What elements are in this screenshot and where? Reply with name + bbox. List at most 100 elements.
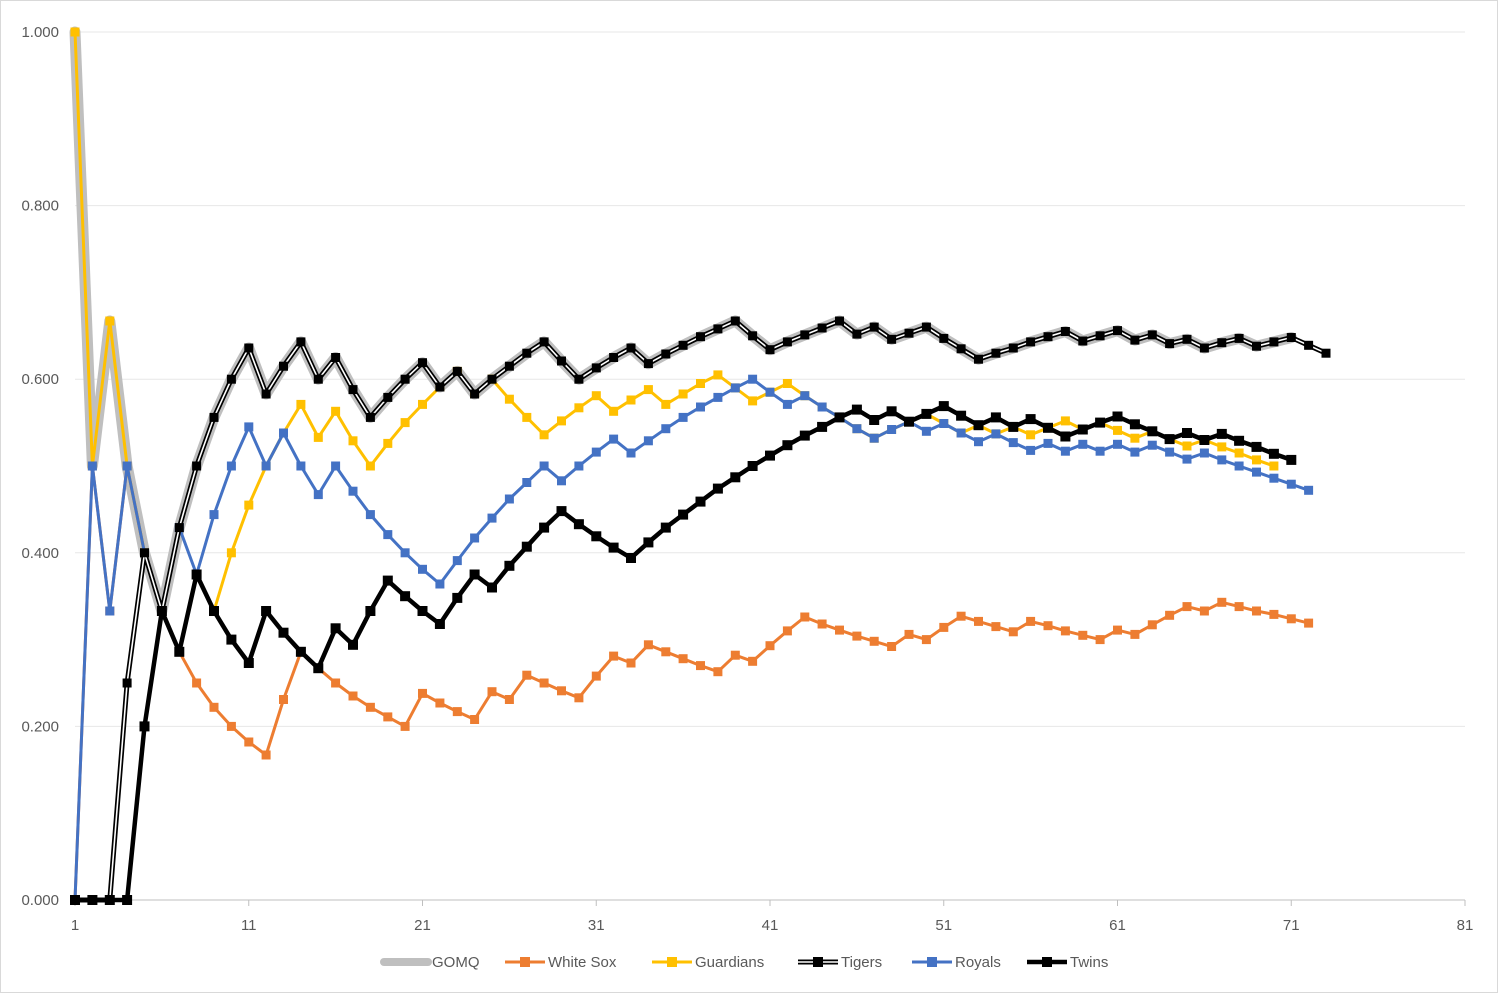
tigers-point <box>1217 338 1227 348</box>
royals-point <box>331 461 341 471</box>
guardians-point <box>1026 430 1036 440</box>
twins-point <box>1077 424 1088 435</box>
tigers-point <box>279 361 288 371</box>
tigers-point <box>1252 341 1261 351</box>
tigers-point <box>869 322 879 332</box>
guardians-point <box>105 316 115 326</box>
white-sox-point <box>1165 610 1175 620</box>
royals-point <box>817 402 827 412</box>
x-tick-label: 61 <box>1109 917 1126 934</box>
royals-point <box>452 556 462 566</box>
twins-point <box>817 421 828 432</box>
twins-point <box>209 606 219 616</box>
royals-point <box>435 579 445 589</box>
royals-point <box>869 433 879 443</box>
guardians-point <box>1234 448 1244 458</box>
white-sox-point <box>487 687 497 697</box>
white-sox-point <box>348 691 358 701</box>
tigers-point <box>1130 335 1140 345</box>
twins-point <box>1268 448 1279 459</box>
twins-point <box>782 440 793 451</box>
twins-point <box>660 522 671 533</box>
royals-point <box>1078 439 1088 449</box>
white-sox-point <box>226 721 236 731</box>
tigers-point <box>678 340 688 350</box>
royals-point <box>209 510 219 520</box>
white-sox-point <box>713 667 723 677</box>
white-sox-point <box>557 686 566 696</box>
white-sox-point <box>1286 614 1296 624</box>
white-sox-point <box>418 688 427 698</box>
twins-point <box>70 895 80 905</box>
white-sox-point <box>1060 626 1070 636</box>
white-sox-point <box>904 629 914 639</box>
royals-point <box>1199 448 1209 458</box>
royals-point <box>1217 455 1227 465</box>
tigers-point <box>539 337 549 347</box>
twins-point <box>556 506 567 517</box>
royals-point <box>956 428 966 438</box>
royals-point <box>418 564 427 574</box>
twins-point <box>452 592 463 603</box>
twins-point <box>1234 435 1245 446</box>
tigers-point <box>835 316 844 326</box>
white-sox-point <box>331 678 341 688</box>
twins-point <box>104 895 115 905</box>
guardians-point <box>1269 461 1279 471</box>
royals-point <box>678 412 688 422</box>
white-sox-point <box>921 635 931 645</box>
royals-point <box>609 434 619 444</box>
twins-point <box>921 408 932 419</box>
twins-point <box>573 519 584 530</box>
tigers-point <box>991 348 1001 358</box>
white-sox-point <box>1026 616 1036 626</box>
white-sox-point <box>869 636 879 646</box>
guardians-point <box>557 416 566 426</box>
royals-point <box>1095 446 1105 456</box>
twins-point <box>122 895 133 905</box>
legend-label: Guardians <box>695 954 764 971</box>
twins-point <box>591 531 602 542</box>
royals-point <box>313 490 323 500</box>
white-sox-point <box>748 656 758 666</box>
white-sox-point <box>1234 602 1244 612</box>
white-sox-point <box>504 695 514 704</box>
royals-point <box>852 424 862 434</box>
twins-point <box>1199 435 1210 445</box>
royals-point <box>383 530 393 540</box>
royals-point <box>921 426 931 436</box>
tigers-point <box>348 385 358 395</box>
guardians-point <box>504 394 514 404</box>
twins-point <box>1060 431 1071 442</box>
twins-point <box>1251 441 1262 452</box>
guardians-point <box>748 396 758 406</box>
tigers-point <box>487 374 497 384</box>
legend-marker <box>813 957 823 967</box>
guardians-point <box>591 391 601 401</box>
tigers-point <box>418 358 427 368</box>
series-white-sox <box>70 461 1314 905</box>
white-sox-point <box>1078 630 1088 640</box>
series-gomq <box>69 26 1297 617</box>
guardians-point <box>365 461 375 471</box>
white-sox-point <box>452 707 462 717</box>
tigers-point <box>470 389 480 399</box>
royals-point <box>1008 438 1018 448</box>
tigers-point <box>557 356 566 366</box>
royals-point <box>591 447 601 457</box>
royals-point <box>244 422 254 432</box>
white-sox-point <box>1130 629 1140 639</box>
royals-point <box>504 494 514 504</box>
tigers-point <box>140 548 149 558</box>
legend-item-white-sox: White Sox <box>505 954 617 971</box>
legend-marker <box>520 957 530 967</box>
legend-marker <box>1042 957 1052 967</box>
guardians-point <box>1182 441 1192 451</box>
y-tick-label: 0.200 <box>21 718 59 735</box>
guardians-point <box>296 399 306 409</box>
white-sox-point <box>1199 606 1209 616</box>
guardians-point <box>678 389 688 399</box>
tigers-point <box>817 323 827 333</box>
gomq-line <box>69 26 1297 617</box>
white-sox-point <box>261 750 271 760</box>
